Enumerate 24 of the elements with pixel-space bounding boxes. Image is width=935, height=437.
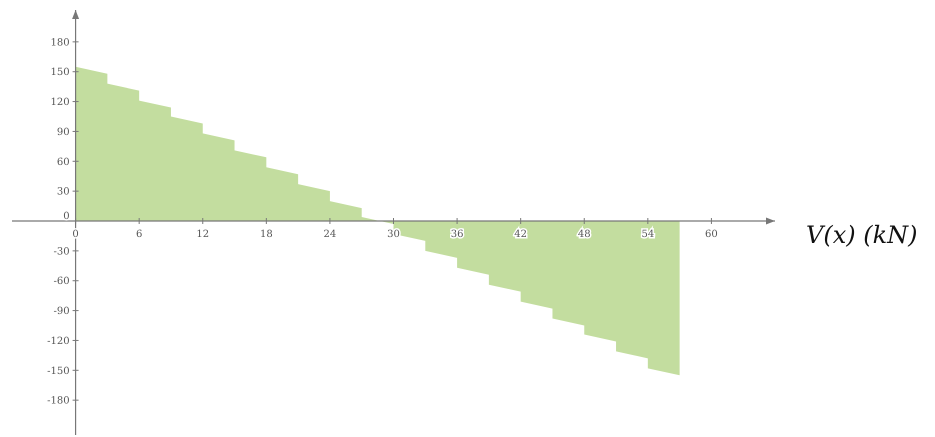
y-tick-label: -90: [53, 306, 70, 318]
y-tick-label: -180: [47, 396, 70, 407]
x-tick-label: 36: [450, 229, 464, 240]
y-tick-label: -120: [47, 336, 70, 347]
y-tick-label: 180: [50, 37, 70, 48]
x-tick-label: 6: [136, 229, 142, 240]
x-tick-label: 18: [260, 229, 273, 240]
y-tick-label: -30: [53, 246, 70, 258]
y-axis-title: V(x) (kN): [806, 221, 918, 250]
x-tick-label: 42: [514, 229, 528, 240]
y-tick-label: 60: [56, 156, 70, 168]
y-tick-label: -60: [53, 276, 70, 288]
y-tick-label: 120: [50, 97, 70, 108]
y-tick-label: -150: [47, 366, 70, 377]
y-tick-label: 30: [56, 186, 70, 198]
x-tick-label: 12: [196, 229, 210, 240]
y-tick-label: 0: [63, 211, 70, 222]
x-tick-label: 48: [578, 229, 591, 240]
y-tick-label: 150: [50, 67, 70, 78]
x-tick-label: 30: [387, 229, 400, 240]
x-tick-label: 24: [324, 229, 336, 240]
x-tick-label: 54: [641, 229, 654, 240]
y-tick-label: 90: [56, 126, 70, 138]
x-tick-label: 60: [705, 229, 718, 240]
